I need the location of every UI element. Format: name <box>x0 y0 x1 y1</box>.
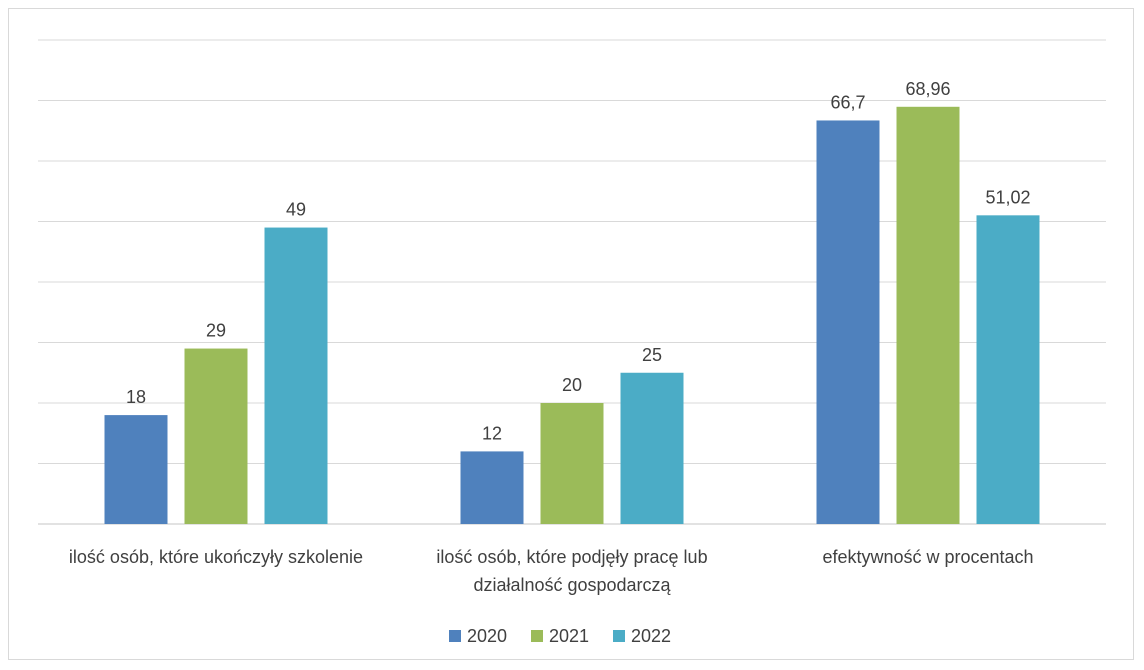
bar-2020-cat2 <box>460 451 524 524</box>
legend-label: 2022 <box>631 626 671 646</box>
data-label: 68,96 <box>905 79 950 99</box>
bar-2022-cat1 <box>264 227 328 525</box>
data-label: 66,7 <box>830 92 865 112</box>
bar-2020-cat1 <box>104 415 168 524</box>
bar-2021-cat3 <box>896 106 960 525</box>
data-label: 12 <box>482 423 502 443</box>
category-label: ilość osób, które ukończyły szkolenie <box>69 547 363 567</box>
legend-swatch <box>531 630 543 642</box>
legend-label: 2021 <box>549 626 589 646</box>
data-label: 18 <box>126 387 146 407</box>
data-label: 29 <box>206 321 226 341</box>
bar-2022-cat2 <box>620 372 684 524</box>
data-label: 49 <box>286 200 306 220</box>
data-label: 20 <box>562 375 582 395</box>
legend-swatch <box>449 630 461 642</box>
bar-2021-cat1 <box>184 348 248 524</box>
legend-label: 2020 <box>467 626 507 646</box>
data-label: 25 <box>642 345 662 365</box>
data-label: 51,02 <box>985 187 1030 207</box>
category-label: ilość osób, które podjęły pracę lub <box>436 547 707 567</box>
bar-2021-cat2 <box>540 403 604 524</box>
legend-swatch <box>613 630 625 642</box>
category-label: efektywność w procentach <box>822 547 1033 567</box>
bar-2022-cat3 <box>976 215 1040 525</box>
category-label: działalność gospodarczą <box>473 575 671 595</box>
bar-2020-cat3 <box>816 120 880 524</box>
